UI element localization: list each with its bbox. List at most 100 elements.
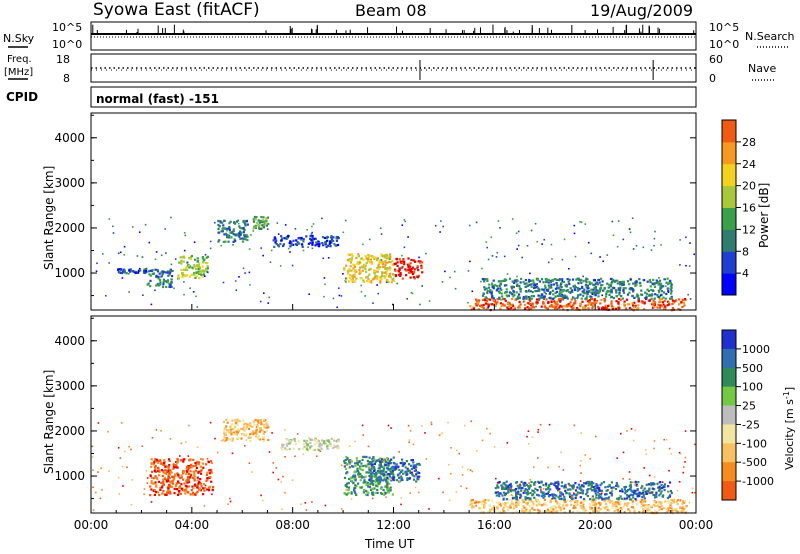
scatter-cell <box>380 261 383 264</box>
scatter-cell <box>290 242 293 245</box>
scatter-cell <box>372 256 375 259</box>
scatter-cell <box>563 296 566 299</box>
scatter-cell <box>538 503 541 506</box>
freq-tick-top: 18 <box>56 53 70 66</box>
scatter-cell <box>659 481 662 484</box>
scatter-cell <box>337 440 340 443</box>
scatter-cell <box>366 275 369 278</box>
scatter-cell <box>530 229 533 232</box>
scatter-cell <box>590 297 593 300</box>
scatter-cell <box>648 488 651 491</box>
scatter-cell <box>263 292 265 294</box>
scatter-cell <box>373 472 376 475</box>
scatter-cell <box>633 484 636 486</box>
scatter-cell <box>242 427 245 430</box>
scatter-cell <box>600 482 603 485</box>
scatter-cell <box>669 494 672 497</box>
scatter-cell <box>261 429 264 432</box>
scatter-cell <box>319 442 322 446</box>
scatter-cell <box>398 476 401 479</box>
scatter-cell <box>620 508 623 511</box>
scatter-cell <box>492 298 496 302</box>
scatter-cell <box>670 290 673 293</box>
scatter-cell <box>146 482 149 484</box>
scatter-cell <box>376 284 378 286</box>
scatter-cell <box>577 483 580 486</box>
scatter-cell <box>608 283 611 286</box>
scatter-cell <box>112 232 115 234</box>
scatter-cell <box>541 243 543 245</box>
scatter-cell <box>176 472 179 475</box>
scatter-cell <box>567 304 570 307</box>
scatter-cell <box>502 297 505 300</box>
scatter-cell <box>588 290 591 293</box>
scatter-cell <box>603 300 606 303</box>
scatter-cell <box>195 492 198 495</box>
scatter-cell <box>547 261 550 264</box>
scatter-cell <box>676 503 679 506</box>
scatter-cell <box>350 479 353 482</box>
scatter-cell <box>674 508 677 512</box>
scatter-cell <box>255 429 258 432</box>
scatter-cell <box>500 304 503 308</box>
scatter-cell <box>565 296 568 299</box>
scatter-cell <box>648 509 651 512</box>
scatter-cell <box>196 446 199 449</box>
noise-tick-bottom: 10^0 <box>52 38 82 51</box>
scatter-cell <box>585 493 588 496</box>
scatter-cell <box>401 461 404 464</box>
scatter-cell <box>150 480 153 483</box>
scatter-cell <box>179 459 182 462</box>
scatter-cell <box>223 432 226 435</box>
scatter-cell <box>669 281 672 285</box>
scatter-cell <box>293 439 296 442</box>
scatter-cell <box>237 436 240 439</box>
scatter-cell <box>395 257 398 260</box>
scatter-cell <box>292 239 295 242</box>
scatter-cell <box>653 301 656 304</box>
scatter-cell <box>224 427 227 430</box>
scatter-cell <box>658 505 661 509</box>
scatter-cell <box>347 463 350 466</box>
scatter-cell <box>385 281 388 284</box>
scatter-cell <box>159 281 162 284</box>
scatter-cell <box>599 508 602 511</box>
scatter-cell <box>587 484 590 487</box>
scatter-cell <box>609 289 612 293</box>
scatter-cell <box>334 445 337 448</box>
colorbar-segment <box>722 251 736 274</box>
scatter-cell <box>495 494 498 497</box>
nave-tick-top: 60 <box>709 53 723 66</box>
scatter-cell <box>189 257 193 261</box>
scatter-cell <box>617 305 620 308</box>
scatter-cell <box>221 228 224 231</box>
scatter-cell <box>635 281 638 284</box>
scatter-cell <box>515 279 518 282</box>
scatter-cell <box>547 508 550 511</box>
scatter-cell <box>96 262 98 265</box>
scatter-cell <box>411 471 413 474</box>
scatter-cell <box>374 491 377 494</box>
scatter-cell <box>540 491 543 494</box>
scatter-cell <box>217 240 220 243</box>
scatter-cell <box>147 270 150 273</box>
scatter-cell <box>243 228 246 232</box>
scatter-cell <box>484 501 487 505</box>
scatter-cell <box>540 495 544 498</box>
scatter-cell <box>560 451 562 454</box>
scatter-cell <box>549 488 552 491</box>
scatter-cell <box>598 489 601 492</box>
scatter-cell <box>336 306 338 309</box>
scatter-cell <box>454 287 457 290</box>
scatter-cell <box>598 486 601 489</box>
scatter-cell <box>534 498 538 501</box>
scatter-cell <box>571 278 575 281</box>
scatter-cell <box>155 275 158 279</box>
scatter-cell <box>659 288 662 291</box>
scatter-cell <box>529 491 532 495</box>
scatter-cell <box>514 487 517 491</box>
scatter-cell <box>190 489 193 492</box>
scatter-cell <box>592 503 595 506</box>
scatter-cell <box>527 485 530 488</box>
scatter-cell <box>533 508 536 512</box>
